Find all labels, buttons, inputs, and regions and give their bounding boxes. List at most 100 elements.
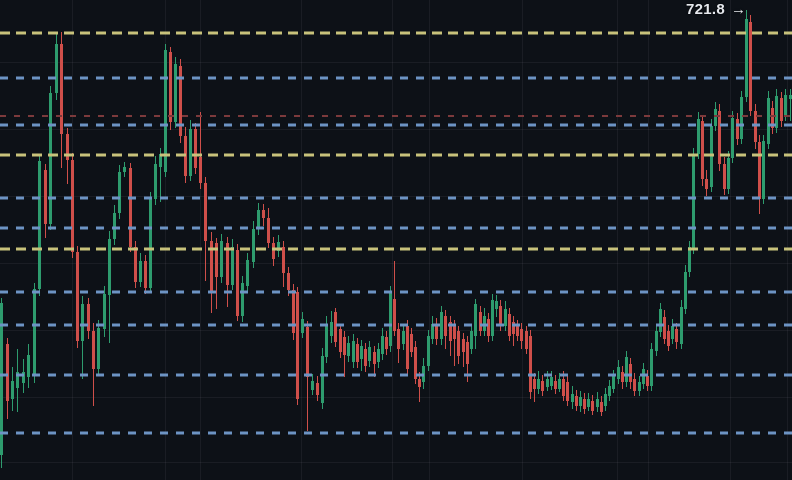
candle: [44, 164, 47, 238]
candle: [621, 366, 624, 389]
candle: [272, 237, 275, 266]
candle: [360, 340, 363, 371]
candle: [435, 318, 438, 345]
price-label-value: 721.8: [686, 1, 726, 18]
candle: [55, 34, 58, 100]
candle: [164, 44, 167, 177]
candle: [537, 371, 540, 394]
candle: [406, 320, 409, 376]
candle: [444, 310, 447, 349]
candle: [174, 57, 177, 128]
candle: [762, 135, 765, 204]
candle: [495, 295, 498, 317]
candle: [504, 301, 507, 331]
candle: [617, 360, 620, 384]
candle: [566, 376, 569, 406]
candle: [591, 395, 594, 415]
candle: [487, 313, 490, 342]
candle: [373, 346, 376, 377]
candle: [780, 92, 783, 127]
candle: [316, 376, 319, 401]
candle: [491, 294, 494, 341]
candle: [16, 349, 19, 412]
candle: [558, 373, 561, 392]
candle: [71, 153, 74, 258]
candle: [410, 328, 413, 357]
candle: [277, 235, 280, 257]
candle: [257, 203, 260, 235]
candle: [49, 86, 52, 230]
candle: [671, 319, 674, 344]
candle: [179, 59, 182, 143]
candle: [267, 208, 270, 248]
candle: [194, 123, 197, 174]
candle: [608, 380, 611, 401]
candle: [339, 324, 342, 358]
candle: [236, 244, 239, 321]
candle: [220, 234, 223, 283]
candle: [453, 320, 456, 366]
candle: [529, 330, 532, 399]
candle: [736, 113, 739, 145]
candle: [512, 316, 515, 346]
candle: [210, 232, 213, 313]
candle: [343, 331, 346, 377]
candle: [771, 101, 774, 134]
candle: [583, 393, 586, 414]
candle: [440, 306, 443, 345]
candle: [650, 343, 653, 391]
candle: [604, 388, 607, 411]
candle: [731, 111, 734, 163]
candle: [325, 316, 328, 363]
candle: [431, 316, 434, 344]
candle: [231, 239, 234, 290]
candle: [612, 370, 615, 393]
candle: [169, 47, 172, 130]
candle: [587, 393, 590, 411]
candle: [470, 325, 473, 354]
candle: [381, 328, 384, 360]
candle: [6, 338, 9, 419]
candle: [449, 316, 452, 356]
candle: [364, 343, 367, 372]
candle: [655, 325, 658, 356]
candle: [33, 283, 36, 383]
candle: [393, 261, 396, 336]
candle: [414, 341, 417, 384]
candle: [541, 375, 544, 396]
price-label: 721.8 →: [686, 1, 746, 18]
candle: [11, 367, 14, 411]
candle: [508, 308, 511, 341]
candle: [301, 312, 304, 338]
candle: [701, 115, 704, 186]
candle: [418, 372, 421, 402]
candle: [718, 104, 721, 171]
candle: [600, 396, 603, 416]
candle: [154, 156, 157, 205]
candle: [579, 391, 582, 412]
candle: [659, 303, 662, 337]
candle: [149, 192, 152, 293]
candle: [474, 299, 477, 349]
candle: [204, 177, 207, 281]
candle: [667, 325, 670, 351]
candle: [680, 300, 683, 349]
candle: [282, 241, 285, 287]
candle: [638, 376, 641, 396]
candle: [108, 231, 111, 343]
candle: [745, 10, 748, 102]
candle: [775, 89, 778, 133]
candle: [525, 326, 528, 354]
candle: [397, 323, 400, 363]
candle: [483, 308, 486, 336]
candle: [533, 373, 536, 402]
candle: [118, 165, 121, 219]
candle: [97, 320, 100, 375]
candle: [113, 205, 116, 245]
candle: [520, 323, 523, 349]
candle: [129, 163, 132, 252]
candle: [758, 135, 761, 214]
